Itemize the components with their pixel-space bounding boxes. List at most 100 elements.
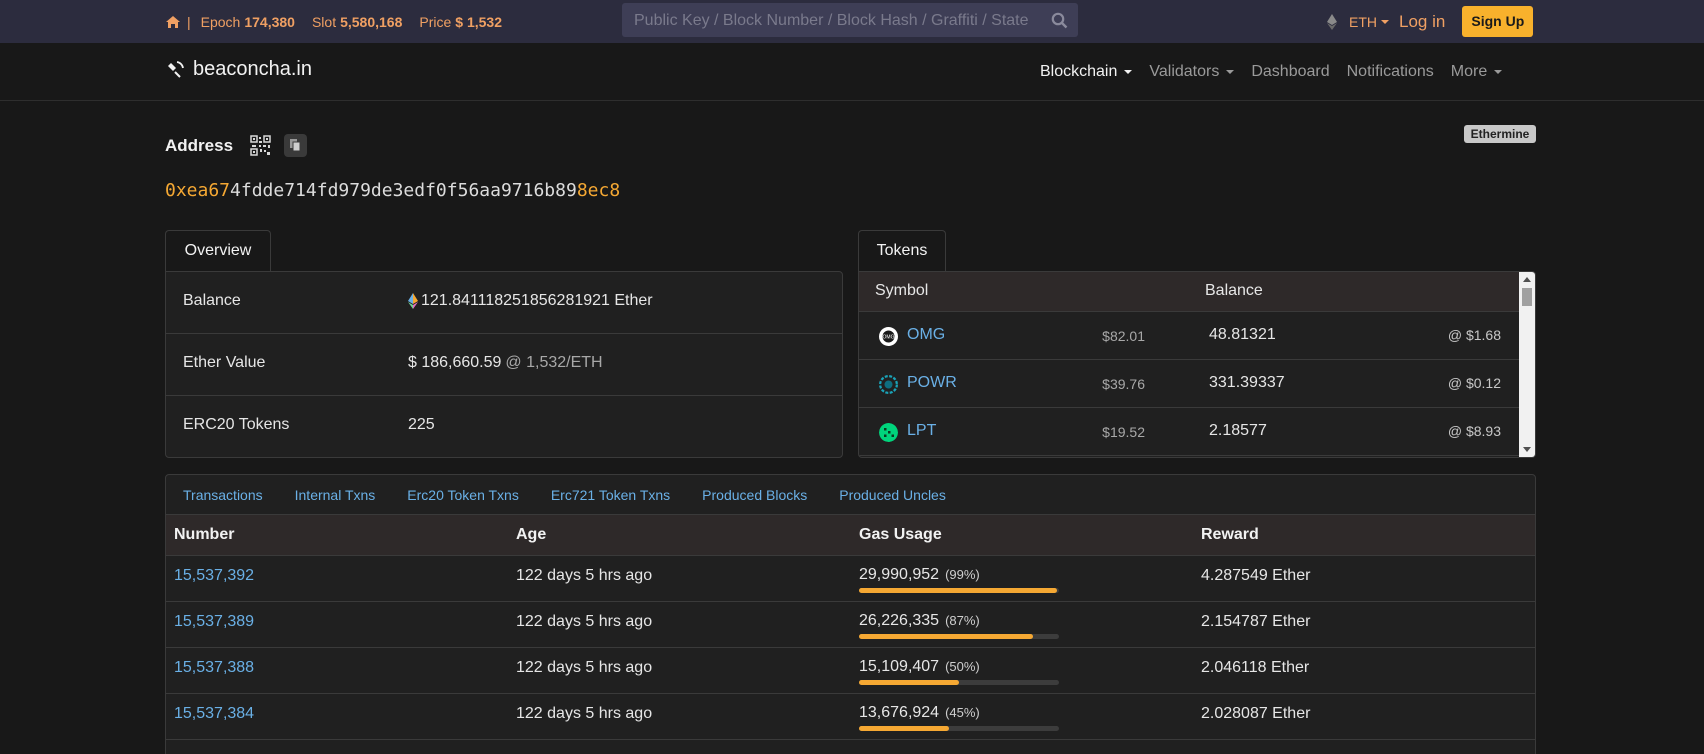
gas-progress-bar (859, 588, 1059, 593)
separator: | (187, 13, 191, 30)
token-price: @ $8.93 (1447, 423, 1501, 439)
search-placeholder: Public Key / Block Number / Block Hash /… (634, 12, 1029, 29)
currency-dropdown[interactable]: ETH (1349, 14, 1389, 30)
gas-usage: 29,990,952 (99%) (859, 566, 980, 584)
gas-progress-fill (859, 726, 949, 731)
block-reward: 2.046118 Ether (1201, 659, 1310, 676)
gas-percent: (87%) (945, 613, 980, 628)
token-usd: $19.52 (1102, 424, 1145, 440)
address-suffix: 8ec8 (576, 180, 621, 201)
powr-token-icon (879, 375, 898, 394)
tab-transactions[interactable]: Transactions (183, 486, 263, 503)
block-number-link[interactable]: 15,537,389 (174, 613, 255, 630)
nav-blockchain-label: Blockchain (1040, 63, 1118, 80)
address-hash[interactable]: 0xea674fdde714fd979de3edf0f56aa9716b898e… (165, 180, 620, 201)
gas-usage: 26,226,335 (87%) (859, 612, 980, 630)
login-link[interactable]: Log in (1399, 11, 1446, 31)
gas-percent: (99%) (945, 567, 980, 582)
gas-usage: 15,109,407 (50%) (859, 658, 980, 676)
token-usd: $82.01 (1102, 328, 1145, 344)
nav-validators-label: Validators (1149, 63, 1220, 80)
gas-value: 29,990,952 (859, 566, 940, 583)
col-age: Age (516, 526, 547, 543)
copy-address-button[interactable] (284, 134, 307, 157)
epoch-value[interactable]: 174,380 (244, 13, 295, 30)
table-row: 15,537,392 122 days 5 hrs ago 29,990,952… (166, 556, 1535, 602)
home-icon[interactable] (165, 15, 181, 29)
nav-dashboard-label: Dashboard (1251, 63, 1330, 80)
balance-label: Balance (183, 292, 241, 309)
chevron-down-icon (1226, 70, 1235, 74)
tab-tokens[interactable]: Tokens (858, 230, 946, 271)
token-row[interactable]: OMG OMG $82.01 48.81321 @ $1.68 (859, 312, 1519, 360)
overview-card: Balance 121.841118251856281921 Ether Eth… (165, 271, 843, 458)
chevron-down-icon (1494, 70, 1503, 74)
token-symbol[interactable]: POWR (907, 374, 957, 391)
nav-dashboard[interactable]: Dashboard (1251, 63, 1329, 81)
nav-more[interactable]: More (1450, 63, 1503, 81)
block-reward: 4.287549 Ether (1201, 567, 1311, 584)
tab-internal-txns[interactable]: Internal Txns (294, 486, 376, 503)
overview-row-ether-value: Ether Value $ 186,660.59 @ 1,532/ETH (166, 334, 842, 396)
address-prefix: 0xea67 (165, 180, 231, 201)
col-balance: Balance (1205, 282, 1263, 299)
signup-button[interactable]: Sign Up (1462, 6, 1534, 37)
token-row[interactable]: POWR $39.76 331.39337 @ $0.12 (859, 360, 1519, 408)
ether-rate: @ 1,532/ETH (505, 354, 603, 371)
svg-text:OMG: OMG (883, 335, 895, 341)
chevron-down-icon (1124, 70, 1133, 74)
col-reward: Reward (1201, 526, 1259, 543)
gas-value: 13,676,924 (859, 704, 940, 721)
nav-blockchain[interactable]: Blockchain (1040, 63, 1133, 81)
slot-value[interactable]: 5,580,168 (340, 13, 403, 30)
col-number: Number (174, 526, 235, 543)
search-input[interactable]: Public Key / Block Number / Block Hash /… (622, 3, 1078, 37)
scroll-down-arrow-icon[interactable] (1523, 447, 1531, 452)
tab-erc20-token-txns[interactable]: Erc20 Token Txns (407, 486, 519, 503)
gas-value: 15,109,407 (859, 658, 940, 675)
scrollbar-thumb[interactable] (1522, 288, 1532, 306)
pool-badge: Ethermine (1464, 125, 1536, 143)
gas-value: 26,226,335 (859, 612, 940, 629)
block-number-link[interactable]: 15,537,392 (174, 567, 255, 584)
tab-produced-uncles[interactable]: Produced Uncles (839, 486, 946, 503)
qr-code-icon[interactable] (250, 135, 271, 156)
tab-overview[interactable]: Overview (165, 230, 271, 271)
address-middle: 4fdde714fd979de3edf0f56aa9716b89 (230, 180, 577, 201)
block-age: 122 days 5 hrs ago (516, 659, 653, 676)
token-row[interactable]: LPT $19.52 2.18577 @ $8.93 (859, 408, 1519, 456)
blocks-table-header: Number Age Gas Usage Reward (166, 515, 1535, 556)
scroll-up-arrow-icon[interactable] (1523, 277, 1531, 282)
brand-name: beaconcha.in (193, 58, 312, 80)
tab-erc721-token-txns[interactable]: Erc721 Token Txns (550, 486, 671, 503)
table-row: 15,537,384 122 days 5 hrs ago 13,676,924… (166, 694, 1535, 740)
block-age: 122 days 5 hrs ago (516, 567, 653, 584)
price-label: Price (419, 13, 452, 30)
price-value: $ 1,532 (455, 13, 502, 30)
ether-icon (408, 293, 418, 309)
balance-value-wrap: 121.841118251856281921 Ether (408, 292, 653, 310)
token-balance: 331.39337 (1209, 374, 1285, 391)
table-row: 15,537,389 122 days 5 hrs ago 26,226,335… (166, 602, 1535, 648)
token-symbol[interactable]: LPT (907, 422, 937, 439)
lpt-token-icon (879, 423, 898, 442)
tokens-scrollbar[interactable] (1519, 272, 1535, 457)
ether-value-label: Ether Value (183, 354, 266, 371)
chevron-down-icon (1381, 19, 1389, 24)
gas-progress-bar (859, 680, 1059, 685)
nav-more-label: More (1450, 63, 1488, 80)
search-icon[interactable] (1051, 12, 1068, 29)
nav-notifications[interactable]: Notifications (1347, 63, 1434, 81)
col-symbol: Symbol (875, 282, 929, 299)
ether-value: $ 186,660.59 (408, 354, 502, 371)
nav-validators[interactable]: Validators (1149, 63, 1235, 81)
token-symbol[interactable]: OMG (907, 326, 946, 343)
brand-link[interactable]: beaconcha.in (168, 58, 312, 81)
currency-label: ETH (1349, 13, 1377, 30)
token-price: @ $1.68 (1447, 327, 1501, 343)
top-right-controls: ETH Log in Sign Up (1327, 0, 1534, 43)
block-number-link[interactable]: 15,537,384 (174, 705, 255, 722)
tab-produced-blocks[interactable]: Produced Blocks (702, 486, 808, 503)
block-number-link[interactable]: 15,537,388 (174, 659, 255, 676)
gas-usage: 13,676,924 (45%) (859, 704, 980, 722)
